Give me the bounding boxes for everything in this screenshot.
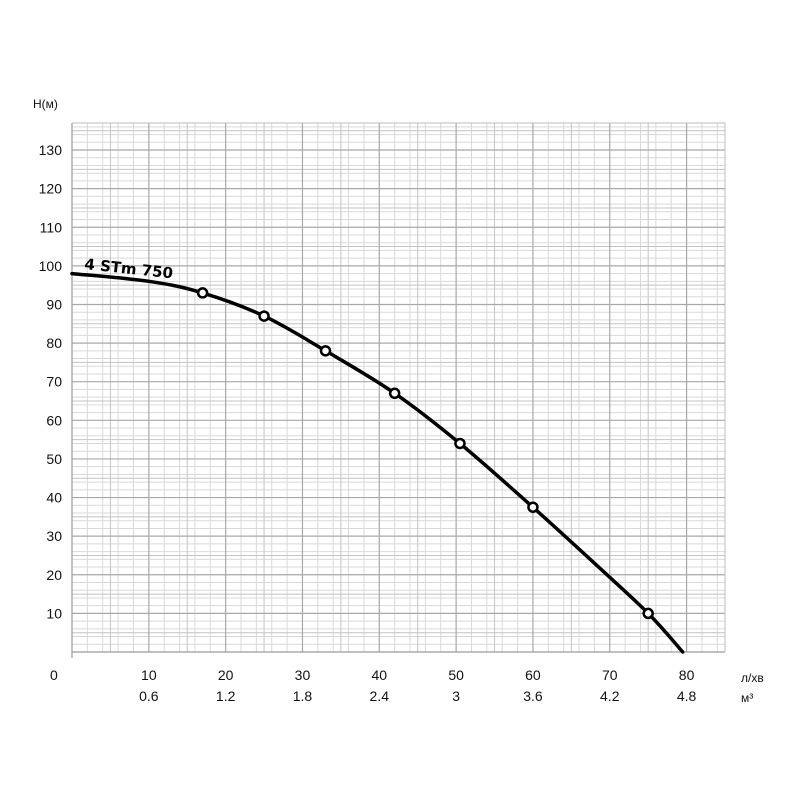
y-tick-label: 10	[46, 605, 62, 621]
data-point-marker	[388, 387, 401, 400]
data-point-marker	[258, 310, 270, 322]
data-point-marker	[527, 501, 539, 513]
y-tick-label: 120	[39, 181, 63, 197]
x-tick-label: 10	[141, 667, 157, 683]
x2-tick-label: 3	[452, 688, 460, 704]
x-tick-label: 50	[448, 667, 464, 683]
data-point-marker	[196, 287, 209, 299]
x2-tick-label: 0.6	[139, 688, 159, 704]
y-tick-label: 100	[39, 258, 63, 274]
x-tick-label: 80	[679, 667, 695, 683]
x2-tick-label: 3.6	[523, 688, 543, 704]
y-tick-label: 50	[46, 451, 62, 467]
y-tick-label: 80	[46, 335, 62, 351]
x2-tick-label: 4.2	[600, 688, 620, 704]
x2-axis-label: м³	[741, 691, 753, 705]
x2-tick-label: 1.8	[293, 688, 313, 704]
series-line	[70, 271, 685, 654]
x-tick-label: 60	[525, 667, 541, 683]
y-tick-label: 70	[46, 374, 62, 390]
x-tick-label: 40	[372, 667, 388, 683]
data-point-marker	[454, 437, 466, 450]
y-tick-label: 130	[39, 142, 63, 158]
y-axis-label: Н(м)	[33, 97, 58, 111]
x-tick-label: 30	[295, 667, 311, 683]
y-tick-label: 90	[46, 296, 62, 312]
x2-tick-label: 4.8	[677, 688, 697, 704]
chart-axes	[71, 122, 726, 658]
y-tick-label: 60	[46, 412, 62, 428]
y-tick-label: 110	[40, 219, 63, 235]
chart-grid	[72, 123, 726, 652]
y-tick-label: 40	[46, 490, 62, 506]
y-tick-label: 30	[46, 528, 62, 544]
x2-tick-label: 2.4	[370, 688, 390, 704]
series-layer	[70, 271, 685, 654]
data-point-marker	[319, 345, 332, 357]
x2-tick-label: 1.2	[216, 688, 236, 704]
origin-label: 0	[50, 667, 58, 683]
x-tick-label: 70	[602, 667, 618, 683]
x-axis-label: л/хв	[741, 671, 764, 685]
data-point-marker	[642, 607, 654, 620]
y-tick-label: 20	[46, 567, 62, 583]
x-tick-label: 20	[218, 667, 234, 683]
